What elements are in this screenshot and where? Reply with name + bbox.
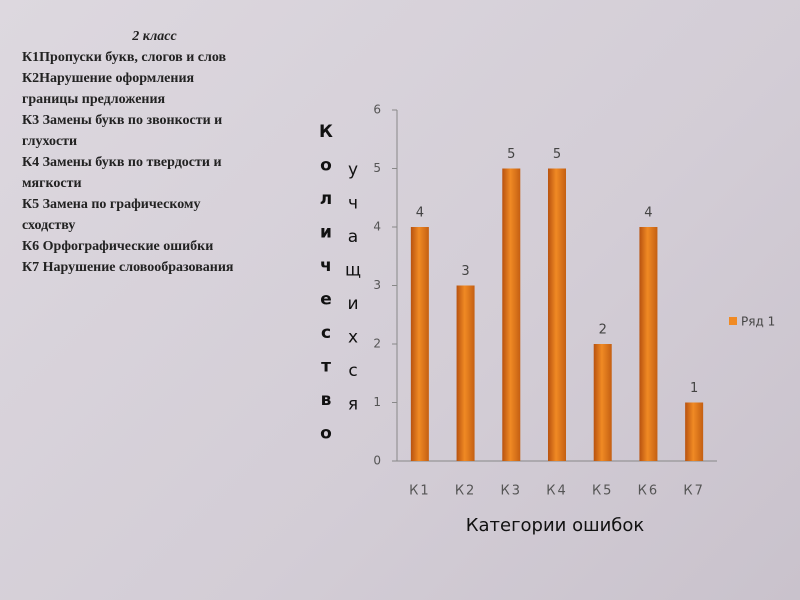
panel-line: К1Пропуски букв, слогов и слов [22, 50, 227, 65]
x-tick-label: К1 [409, 484, 431, 499]
text-panel: 2 класс К1Пропуски букв, слогов и слов К2… [22, 26, 312, 278]
panel-line: К5 Замена по графическому [22, 197, 201, 212]
bar [548, 168, 566, 461]
x-tick-label: К7 [683, 484, 705, 499]
y-tick-label: 0 [373, 454, 381, 468]
panel-line: К2Нарушение оформления [22, 71, 195, 86]
bar [685, 402, 704, 461]
y-axis-label: Количество [316, 122, 336, 457]
data-label: 3 [461, 264, 469, 279]
y-tick-label: 1 [373, 395, 381, 409]
legend-label: Ряд 1 [741, 315, 775, 329]
data-label: 5 [553, 147, 561, 162]
bar [410, 227, 429, 461]
y-tick-label: 3 [373, 278, 381, 292]
x-tick-label: К6 [638, 484, 660, 499]
x-axis-label: Категории ошибок [466, 515, 645, 536]
x-tick-label: К2 [455, 484, 477, 499]
panel-line: границы предложения [22, 92, 166, 107]
panel-line: глухости [22, 134, 78, 149]
x-tick-label: К5 [592, 484, 614, 499]
x-tick-label: К4 [546, 484, 568, 499]
bar [593, 344, 612, 461]
panel-line: К6 Орфографические ошибки [22, 239, 214, 254]
x-tick-label: К3 [501, 484, 523, 499]
panel-line: К3 Замены букв по звонкости и [22, 113, 223, 128]
panel-line: мягкости [22, 176, 82, 191]
panel-line: сходству [22, 218, 76, 233]
y-tick-label: 4 [373, 220, 381, 234]
data-label: 4 [644, 206, 652, 221]
data-label: 4 [416, 206, 424, 221]
y-axis-label: учащихся [343, 160, 363, 428]
y-tick-label: 5 [373, 161, 381, 175]
legend-swatch [729, 317, 737, 325]
data-label: 1 [690, 381, 698, 396]
data-label: 5 [507, 147, 515, 162]
panel-line: К7 Нарушение словообразования [22, 260, 234, 275]
bar [502, 168, 521, 461]
y-tick-label: 6 [373, 103, 381, 117]
panel-title: 2 класс [132, 29, 177, 44]
data-label: 2 [599, 323, 607, 338]
bar [456, 285, 475, 461]
bar [639, 227, 658, 461]
y-tick-label: 2 [373, 337, 381, 351]
panel-line: К4 Замены букв по твердости и [22, 155, 222, 170]
